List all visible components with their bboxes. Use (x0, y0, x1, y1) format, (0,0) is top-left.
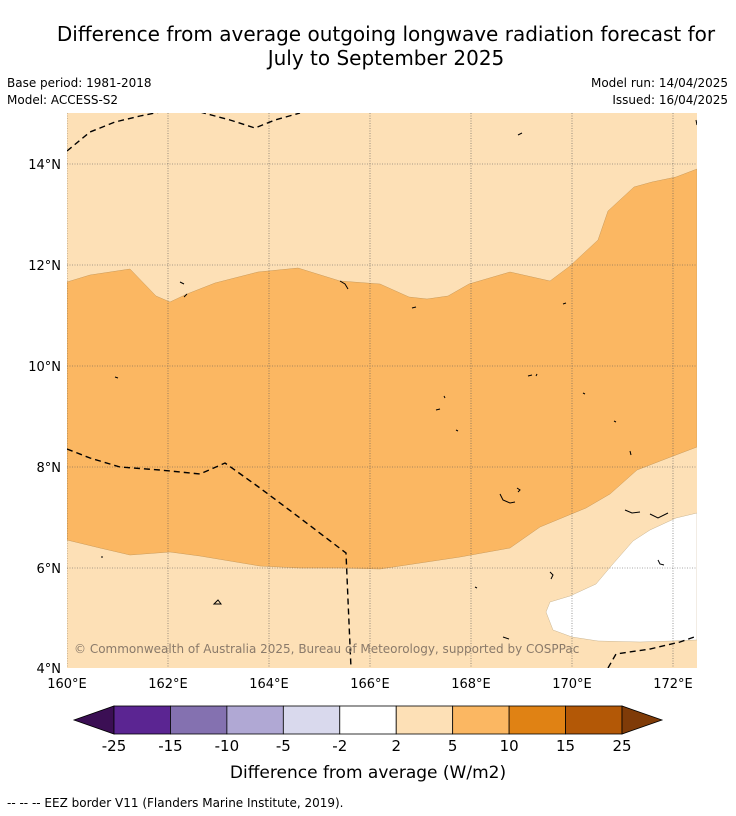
colorbar-tick: 15 (556, 737, 575, 755)
model-name: Model: ACCESS-S2 (7, 93, 119, 107)
colorbar-tick: -10 (215, 737, 240, 755)
lon-label: 168°E (451, 677, 491, 692)
colorbar-segment (565, 705, 623, 735)
title-line-1: Difference from average outgoing longwav… (56, 22, 716, 46)
colorbar-tick: 2 (391, 737, 401, 755)
colorbar (72, 705, 664, 735)
colorbar-ticks: -25 -15 -10 -5 -2 2 5 10 15 25 (102, 737, 632, 755)
colorbar-extend-high (621, 705, 664, 735)
colorbar-segment (113, 705, 171, 735)
colorbar-tick: 10 (500, 737, 519, 755)
mid-orange-region (67, 168, 697, 570)
colorbar-tick: -2 (332, 737, 347, 755)
lon-label: 166°E (350, 677, 390, 692)
lon-labels: 160°E 162°E 164°E 166°E 168°E 170°E 172°… (47, 677, 693, 692)
colorbar-label: Difference from average (W/m2) (230, 763, 506, 783)
title-line-2: July to September 2025 (267, 46, 505, 70)
colorbar-extend-low (72, 705, 115, 735)
colorbar-tick: -15 (158, 737, 183, 755)
issued-date: Issued: 16/04/2025 (612, 93, 728, 107)
meta-left: Base period: 1981-2018 Model: ACCESS-S2 (7, 75, 152, 109)
model-run: Model run: 14/04/2025 (590, 76, 728, 90)
lat-label: 10°N (28, 360, 61, 375)
lon-label: 172°E (653, 677, 693, 692)
base-period: Base period: 1981-2018 (7, 76, 152, 90)
lat-label: 12°N (28, 259, 61, 274)
gridlines (67, 113, 697, 668)
colorbar-segment (339, 705, 397, 735)
colorbar-segment (395, 705, 454, 735)
map-area (67, 113, 697, 668)
lon-label: 164°E (249, 677, 289, 692)
copyright-text: © Commonwealth of Australia 2025, Bureau… (74, 642, 579, 656)
eez-borders (67, 113, 697, 668)
colorbar-segment (508, 705, 566, 735)
colorbar-tick: 5 (448, 737, 458, 755)
lon-label: 162°E (148, 677, 188, 692)
lat-label: 14°N (28, 158, 61, 173)
lat-label: 8°N (37, 461, 62, 476)
colorbar-tick: -25 (102, 737, 127, 755)
footer-note: -- -- -- EEZ border V11 (Flanders Marine… (7, 796, 344, 810)
white-region (545, 512, 697, 643)
islands (101, 119, 697, 640)
lon-label: 160°E (47, 677, 87, 692)
lat-labels: 14°N 12°N 10°N 8°N 6°N 4°N (28, 158, 61, 677)
colorbar-tick: 25 (612, 737, 631, 755)
lon-label: 170°E (552, 677, 592, 692)
lat-label: 6°N (37, 562, 62, 577)
meta-right: Model run: 14/04/2025 Issued: 16/04/2025 (591, 75, 728, 109)
colorbar-segment (170, 705, 228, 735)
colorbar-tick: -5 (276, 737, 291, 755)
lat-label: 4°N (37, 662, 62, 677)
colorbar-segment (282, 705, 341, 735)
colorbar-segment (452, 705, 510, 735)
map-title: Difference from average outgoing longwav… (0, 22, 736, 70)
colorbar-segment (226, 705, 284, 735)
